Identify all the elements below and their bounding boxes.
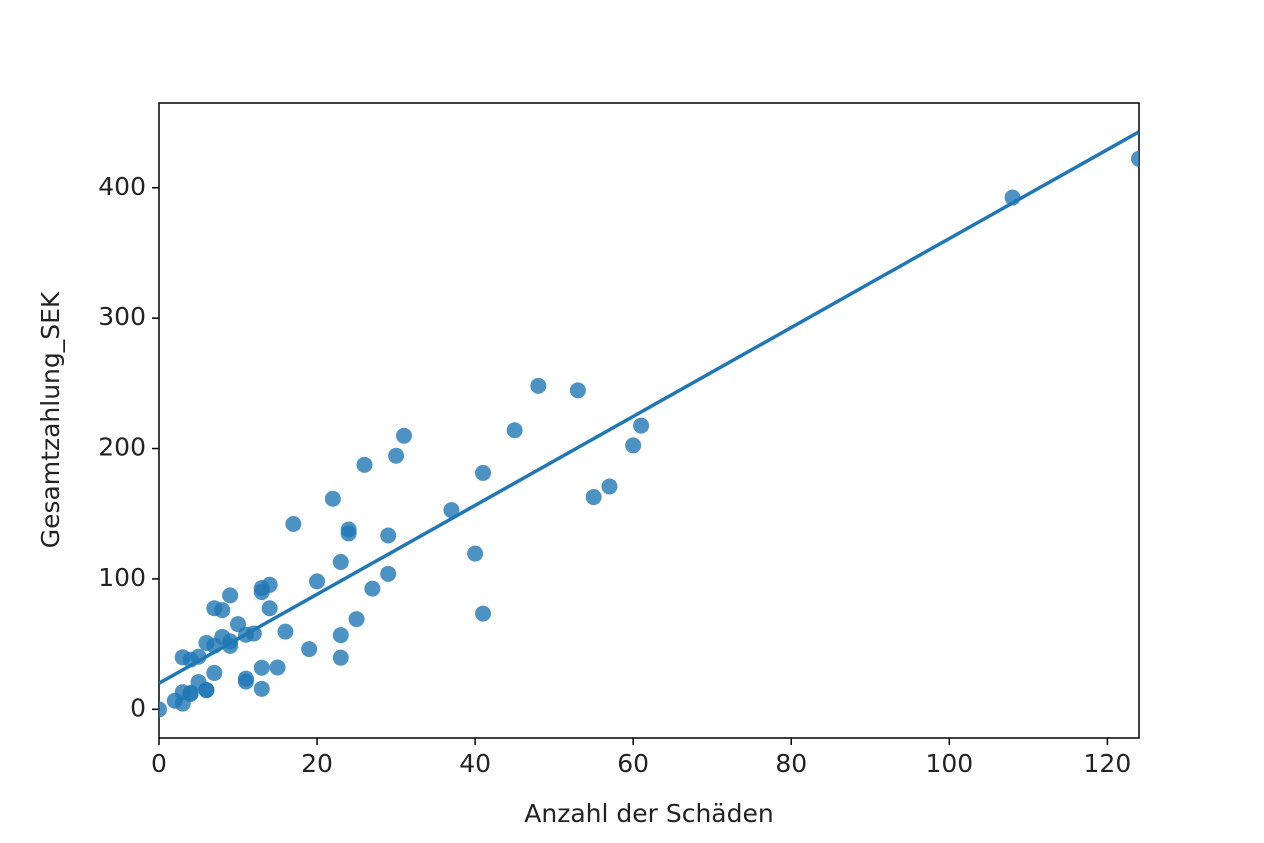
point (396, 427, 412, 444)
point (380, 565, 397, 582)
point (625, 437, 642, 454)
point (214, 628, 231, 645)
point (269, 659, 286, 676)
x-tick-label: 120 (1084, 749, 1132, 778)
point (277, 623, 294, 640)
point (301, 641, 318, 658)
point (198, 682, 215, 699)
point (380, 527, 397, 544)
x-tick-label: 60 (617, 749, 649, 778)
point (285, 516, 302, 533)
point (222, 587, 239, 604)
point (443, 502, 460, 519)
y-tick-label: 100 (98, 563, 146, 592)
point (633, 417, 650, 434)
point (182, 684, 199, 701)
point (332, 553, 349, 570)
point (324, 490, 341, 507)
plot-area (159, 130, 1139, 718)
y-tick-label: 0 (130, 693, 146, 722)
point (174, 649, 191, 666)
point (475, 464, 492, 481)
point (356, 456, 373, 473)
point (348, 611, 365, 628)
point (332, 649, 349, 666)
y-axis-label: Gesamtzahlung_SEK (36, 291, 65, 548)
point (530, 377, 547, 394)
point (253, 680, 270, 697)
point (585, 489, 602, 506)
y-tick-label: 400 (98, 172, 146, 201)
point (159, 701, 167, 718)
y-tick-label: 200 (98, 433, 146, 462)
regression-line (159, 130, 1139, 685)
point (261, 576, 278, 593)
x-tick-label: 20 (301, 749, 333, 778)
point (332, 627, 349, 644)
point (309, 573, 326, 590)
point (388, 447, 405, 464)
point (475, 605, 492, 622)
point (340, 521, 357, 538)
y-tick-label: 300 (98, 302, 146, 331)
point (214, 602, 231, 619)
point (237, 673, 254, 690)
point (198, 634, 215, 651)
x-axis-label: Anzahl der Schäden (524, 799, 773, 828)
point (261, 600, 278, 617)
point (506, 422, 523, 439)
point (601, 478, 618, 495)
x-tick-label: 40 (459, 749, 491, 778)
x-tick-label: 100 (925, 749, 973, 778)
x-tick-label: 0 (151, 749, 167, 778)
point (253, 659, 270, 676)
x-tick-label: 80 (775, 749, 807, 778)
point (569, 382, 586, 399)
point (467, 545, 484, 562)
plot-frame (158, 102, 1140, 739)
point (1131, 150, 1139, 167)
point (364, 580, 381, 597)
point (206, 664, 223, 681)
